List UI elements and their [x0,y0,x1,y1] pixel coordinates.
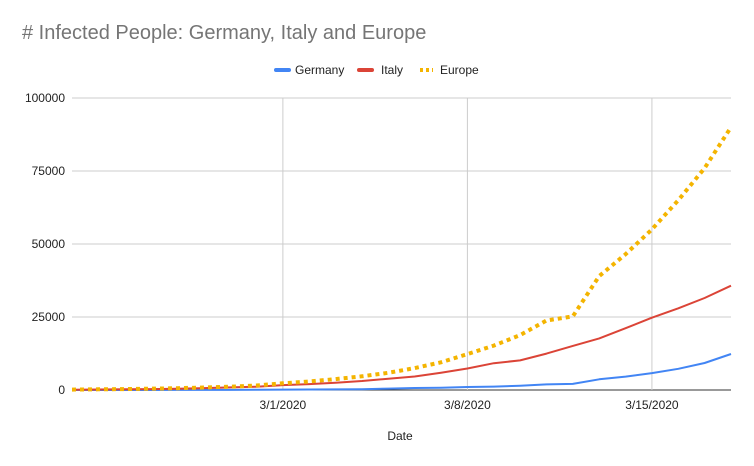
x-tick-label: 3/15/2020 [625,398,679,412]
grid-layer [72,97,731,391]
y-tick-label: 0 [58,383,65,397]
legend-item-italy: Italy [357,63,403,77]
legend: Germany Italy Europe [274,63,479,77]
series-line-europe [71,126,733,392]
y-tick-label: 100000 [25,91,65,105]
legend-label: Europe [440,63,479,77]
y-tick-label: 25000 [32,310,66,324]
series-line-italy [71,284,732,391]
series-line-germany [72,353,732,391]
legend-label: Italy [381,63,403,77]
axis-layer: 0 25000 50000 75000 100000 3/1/2020 3/8/2020 3/… [25,91,679,412]
x-tick-label: 3/1/2020 [260,398,307,412]
y-tick-label: 50000 [32,237,66,251]
legend-label: Germany [295,63,344,77]
x-axis-title: Date [387,429,413,443]
legend-item-germany: Germany [274,63,344,77]
y-tick-label: 75000 [32,164,66,178]
series-layer [71,126,733,392]
legend-item-europe: Europe [420,63,479,77]
x-tick-label: 3/8/2020 [444,398,491,412]
chart-title: # Infected People: Germany, Italy and Eu… [22,22,427,44]
